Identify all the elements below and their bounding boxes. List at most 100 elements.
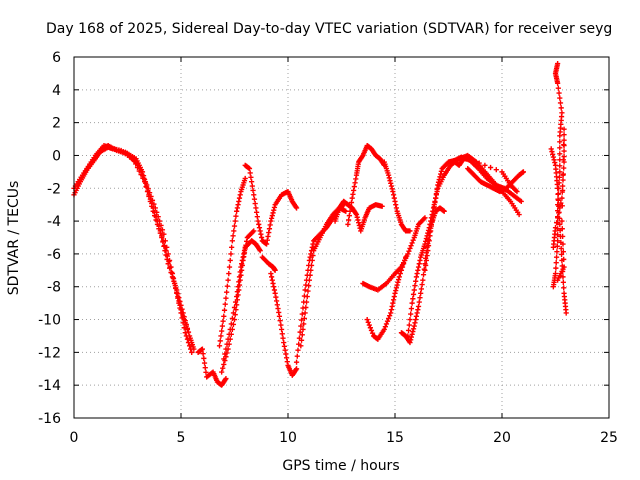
data-point <box>385 315 392 322</box>
axis-ticks: 0 5 10 15 20 25 -16 -14 -12 -10 -8 -6 -4 -2 0 2 4 6 <box>38 50 618 446</box>
data-point <box>405 327 412 334</box>
data-point <box>156 223 162 229</box>
data-point <box>133 161 139 167</box>
data-point <box>273 298 280 304</box>
data-point <box>304 293 310 300</box>
data-point <box>433 191 439 197</box>
data-point <box>234 297 240 303</box>
data-point <box>554 243 560 249</box>
series-arc-22 <box>452 156 520 195</box>
data-point <box>142 176 148 183</box>
x-tick-label: 0 <box>70 430 79 446</box>
data-point <box>306 283 312 289</box>
data-point <box>268 274 275 280</box>
data-point <box>299 311 305 317</box>
data-point <box>415 267 421 273</box>
data-point <box>388 310 394 316</box>
data-point <box>430 213 436 219</box>
data-point <box>309 257 315 264</box>
data-point <box>435 179 442 185</box>
data-point <box>550 151 556 157</box>
data-point <box>369 330 376 336</box>
data-point <box>293 205 300 211</box>
y-tick-label: 0 <box>52 148 61 164</box>
data-point <box>307 254 313 260</box>
data-point <box>270 210 276 216</box>
data-point <box>264 237 270 243</box>
data-point <box>560 249 566 255</box>
data-point <box>254 209 260 215</box>
data-point <box>518 198 524 204</box>
data-point <box>308 267 314 273</box>
data-point <box>393 205 400 211</box>
data-point <box>224 289 230 295</box>
data-point <box>553 265 559 271</box>
data-point <box>437 174 443 180</box>
data-point <box>280 335 286 341</box>
data-point <box>423 262 429 268</box>
data-point <box>389 303 395 310</box>
data-point <box>559 203 565 209</box>
chart-title: Day 168 of 2025, Sidereal Day-to-day VTE… <box>46 21 612 37</box>
data-point <box>420 272 427 278</box>
data-point <box>216 343 223 349</box>
data-point <box>164 253 171 259</box>
data-point <box>257 248 263 254</box>
data-point <box>391 293 397 300</box>
data-point <box>236 195 243 201</box>
data-point <box>225 346 231 352</box>
data-point <box>413 274 419 280</box>
data-point <box>143 180 149 186</box>
data-point <box>238 272 244 278</box>
data-point <box>393 287 399 294</box>
data-point <box>558 251 565 258</box>
data-point <box>256 221 262 227</box>
data-point <box>435 182 441 188</box>
data-point <box>391 195 397 201</box>
data-point <box>557 100 564 106</box>
data-point <box>174 289 180 295</box>
series-arc-3 <box>75 143 191 332</box>
data-point <box>225 277 231 283</box>
data-point <box>149 200 155 207</box>
series-arc-25 <box>550 126 567 283</box>
series-arc-1 <box>71 143 195 355</box>
data-point <box>407 245 413 252</box>
data-point <box>555 191 561 197</box>
data-point <box>229 238 235 244</box>
data-point <box>408 306 415 312</box>
data-point <box>268 215 275 221</box>
data-point <box>221 307 228 313</box>
data-point <box>167 264 173 270</box>
data-point <box>560 274 566 280</box>
data-point <box>351 184 357 190</box>
data-point <box>153 214 159 220</box>
data-point <box>390 192 397 198</box>
data-point <box>256 225 263 231</box>
data-point <box>171 280 178 287</box>
data-point <box>395 279 401 285</box>
data-point <box>514 188 520 195</box>
data-point <box>402 257 408 264</box>
data-point <box>230 233 236 239</box>
data-marks <box>71 60 569 388</box>
data-point <box>400 261 407 267</box>
data-point <box>277 318 283 324</box>
series-arc-13 <box>332 198 385 234</box>
y-tick-label: -12 <box>38 345 61 361</box>
data-point <box>355 217 361 223</box>
y-tick-label: -16 <box>38 411 61 427</box>
data-point <box>157 228 163 234</box>
data-point <box>493 167 499 173</box>
data-point <box>297 329 303 335</box>
data-point <box>229 326 235 332</box>
data-point <box>414 310 420 316</box>
data-point <box>183 323 189 329</box>
data-point <box>310 252 316 259</box>
data-point <box>169 269 175 276</box>
series-arc-7 <box>219 228 257 375</box>
data-point <box>231 228 237 234</box>
data-point <box>269 277 275 283</box>
data-point <box>300 326 306 332</box>
data-point <box>560 187 566 194</box>
